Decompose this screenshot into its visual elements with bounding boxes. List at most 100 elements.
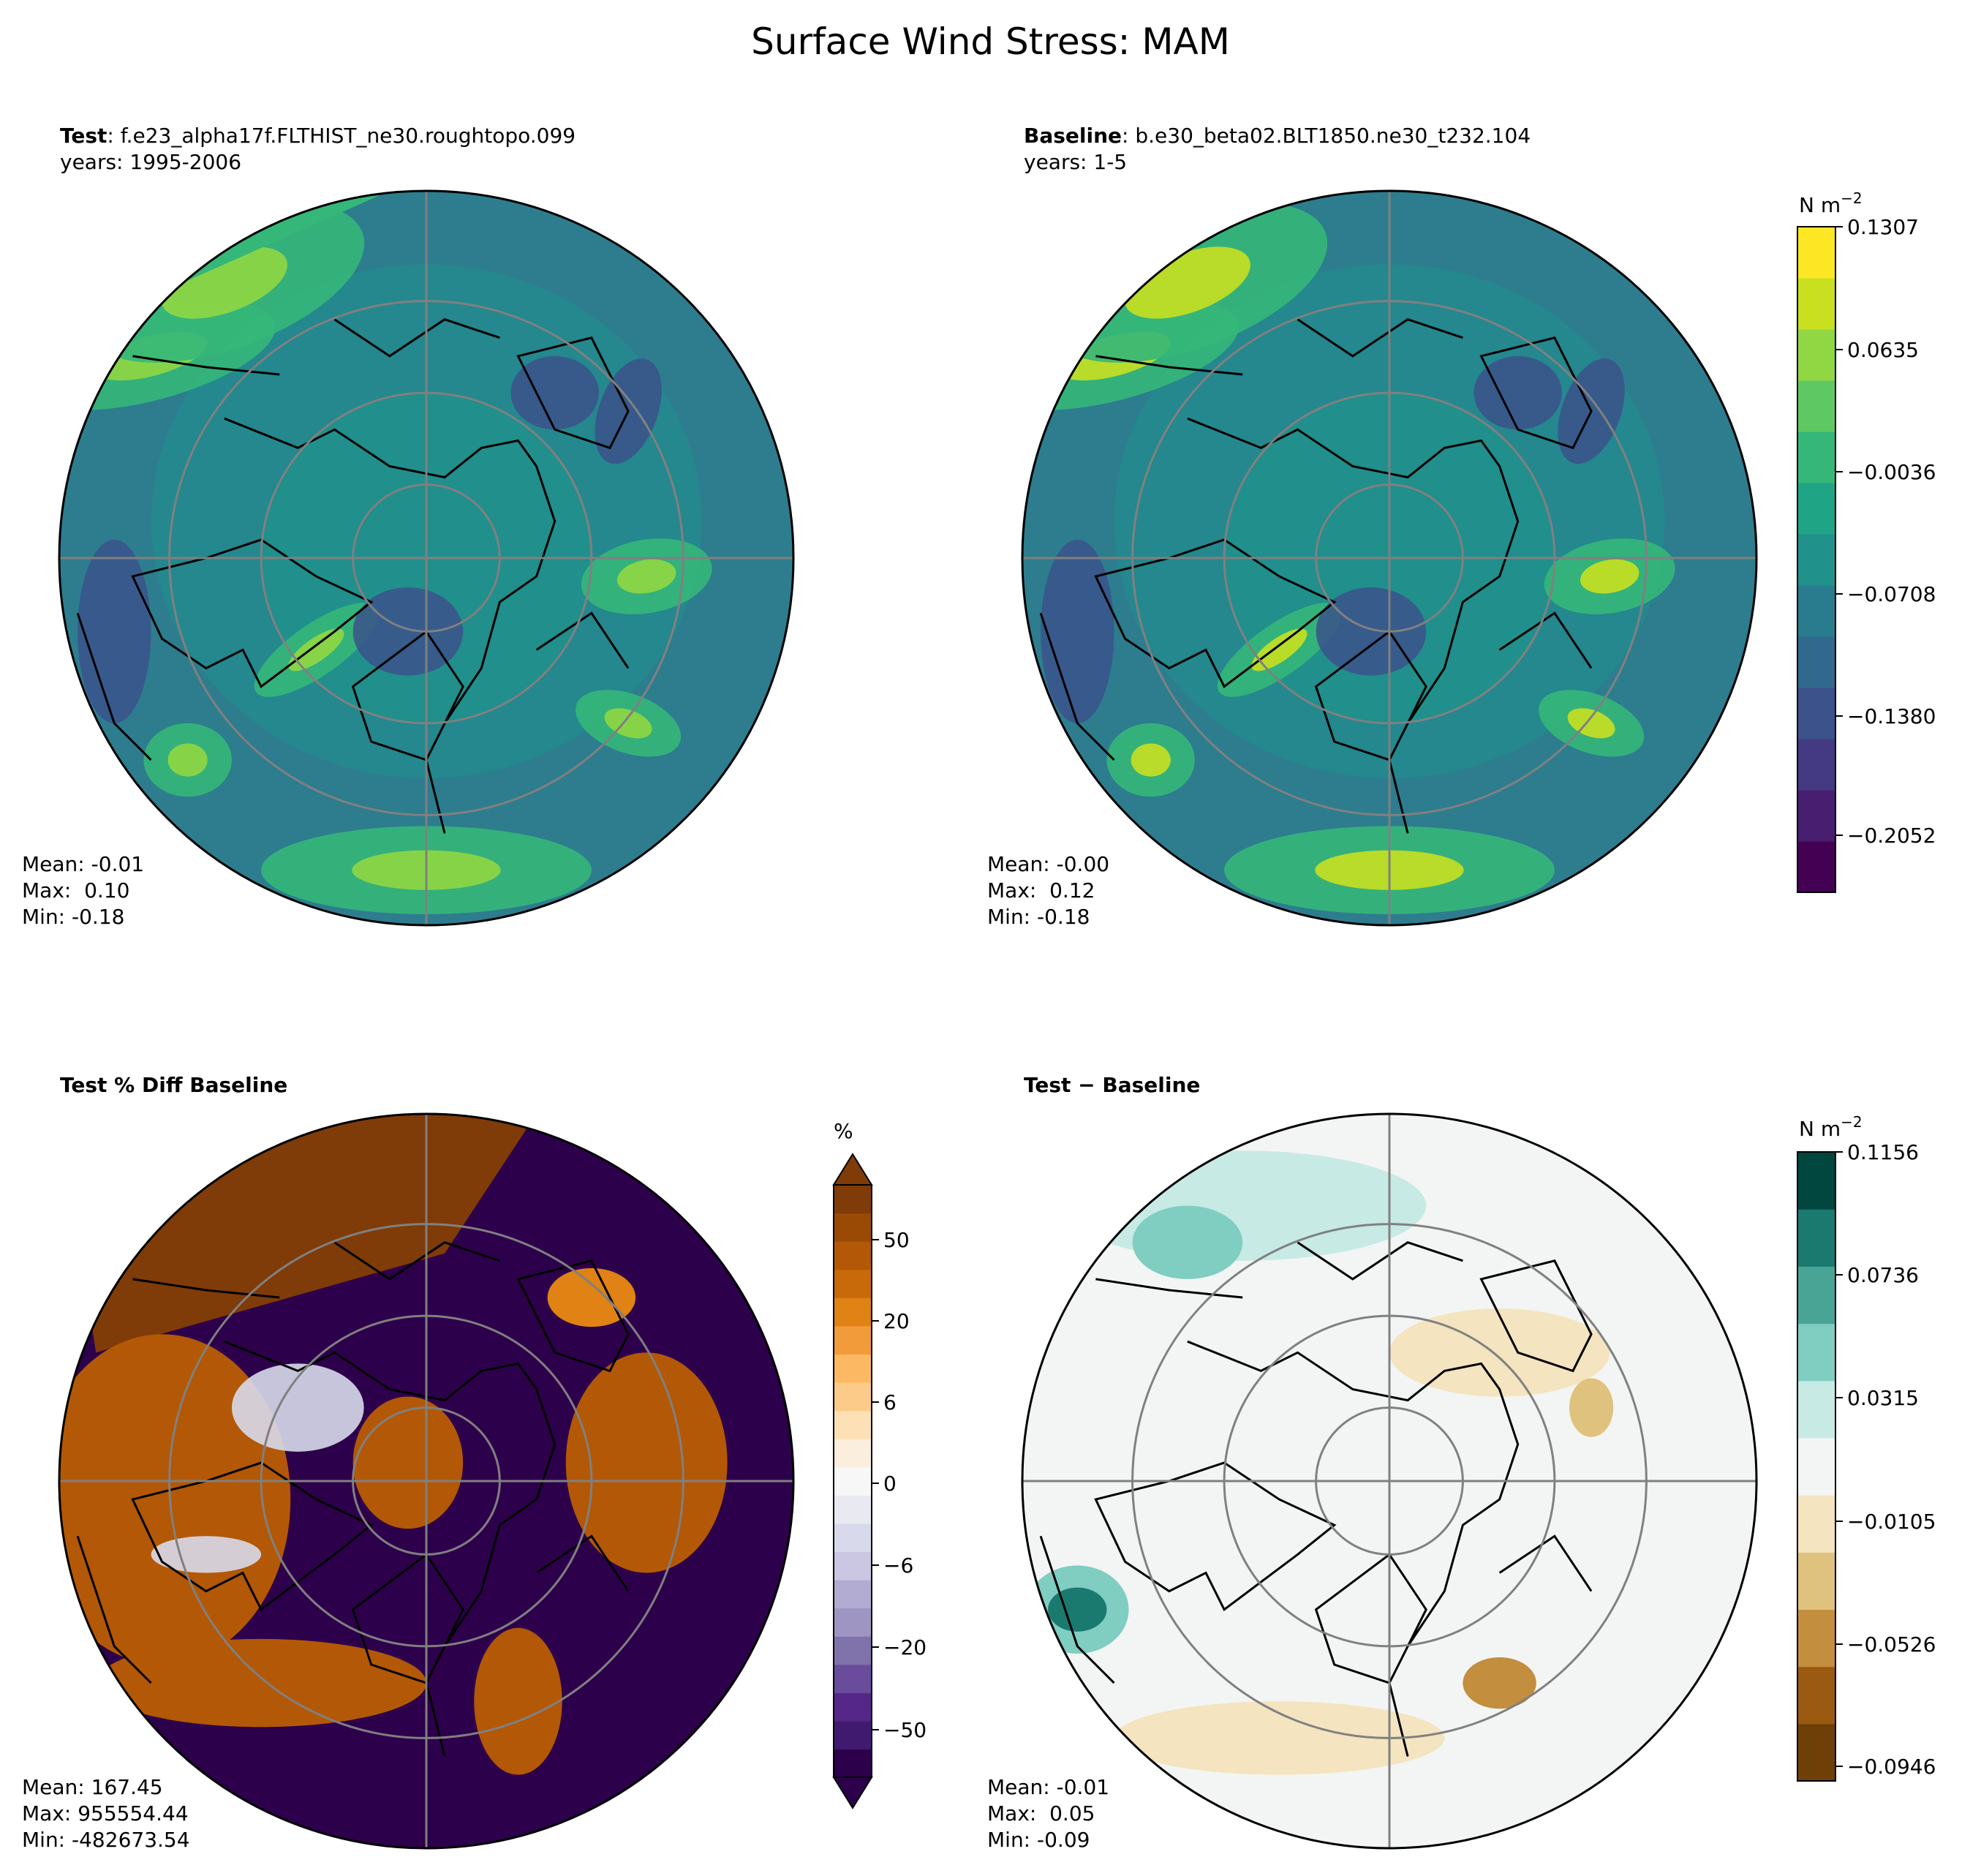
colorbar-extend-max bbox=[832, 1153, 873, 1186]
stats-mean: Mean: -0.01 bbox=[987, 1775, 1110, 1799]
colorbar-segment bbox=[1797, 1152, 1835, 1210]
figure-title: Surface Wind Stress: MAM bbox=[751, 20, 1230, 63]
stats-mean: Mean: -0.01 bbox=[22, 852, 145, 876]
colorbar-segment bbox=[1797, 227, 1835, 279]
panel-title-rest: : b.e30_beta02.BLT1850.ne30_t232.104 bbox=[1122, 124, 1531, 148]
colorbar-segment bbox=[1797, 1437, 1835, 1496]
colorbar-segment bbox=[834, 1551, 872, 1581]
colorbar-segment bbox=[834, 1241, 872, 1270]
colorbar-segment bbox=[1797, 790, 1835, 842]
colorbar-segment bbox=[834, 1636, 872, 1665]
colorbar-tick-label: −0.0708 bbox=[1847, 582, 1936, 606]
panel-title-test: Test: f.e23_alpha17f.FLTHIST_ne30.rought… bbox=[60, 123, 576, 176]
stats-max: Max: 0.10 bbox=[22, 878, 130, 903]
colorbar-frame bbox=[1797, 1151, 1836, 1782]
map-field bbox=[59, 191, 793, 925]
stats-min: Min: -0.18 bbox=[987, 905, 1090, 929]
colorbar-tick-label: −0.2052 bbox=[1847, 824, 1936, 848]
colorbar-segment bbox=[1797, 739, 1835, 791]
colorbar-frame bbox=[1797, 226, 1836, 893]
colorbar-segment bbox=[834, 1325, 872, 1355]
colorbar-segment bbox=[1797, 278, 1835, 330]
colorbar-cb-main: 0.1307 0.0635 −0.0036 −0.0708 −0.1380 −0.2052… bbox=[1797, 189, 1936, 893]
colorbar-tick-label: 0.0736 bbox=[1847, 1263, 1919, 1287]
colorbar-segment bbox=[1797, 1209, 1835, 1267]
colorbar-segment bbox=[1797, 1609, 1835, 1668]
colorbar-segment bbox=[1797, 1666, 1835, 1725]
colorbar-segment bbox=[1797, 483, 1835, 535]
colorbar-tick-label: −0.0946 bbox=[1847, 1755, 1936, 1779]
colorbar-segment bbox=[1797, 1552, 1835, 1611]
colorbar-cb-diff: 0.1156 0.0736 0.0315 −0.0105 −0.0526 −0.0946 N… bbox=[1797, 1113, 1936, 1782]
panel-title-bold: Test − Baseline bbox=[1024, 1073, 1201, 1097]
map-field bbox=[1022, 191, 1757, 925]
panel-subtitle: years: 1-5 bbox=[1024, 150, 1128, 174]
stats-min: Min: -482673.54 bbox=[22, 1828, 190, 1852]
colorbar-segment bbox=[834, 1495, 872, 1524]
panel-title-baseline: Baseline: b.e30_beta02.BLT1850.ne30_t232… bbox=[1024, 123, 1531, 176]
colorbar-segment bbox=[1797, 432, 1835, 483]
colorbar-segment bbox=[834, 1466, 872, 1496]
colorbar-cb-pct: 50 20 6 0 −6 −20 −50% bbox=[832, 1119, 927, 1809]
colorbar-unit: N m−2 bbox=[1799, 1113, 1863, 1141]
stats-diff: Mean: -0.01 Max: 0.05 Min: -0.09 bbox=[987, 1774, 1109, 1853]
stats-mean: Mean: -0.00 bbox=[987, 852, 1110, 876]
colorbar-segment bbox=[1797, 1380, 1835, 1439]
map-boundary bbox=[58, 1112, 795, 1850]
colorbar-segment bbox=[1797, 585, 1835, 637]
colorbar-tick-label: 50 bbox=[883, 1228, 910, 1252]
colorbar-segment bbox=[834, 1382, 872, 1412]
stats-max: Max: 0.05 bbox=[987, 1801, 1095, 1826]
colorbar-segment bbox=[834, 1439, 872, 1468]
colorbar-segment bbox=[1797, 1723, 1835, 1782]
colorbar-segment bbox=[1797, 636, 1835, 688]
colorbar-segment bbox=[834, 1664, 872, 1693]
stats-pctdiff: Mean: 167.45 Max: 955554.44 Min: -482673… bbox=[22, 1774, 190, 1853]
colorbar-tick-label: 0.1307 bbox=[1847, 215, 1919, 239]
colorbar-unit: N m−2 bbox=[1799, 189, 1863, 217]
colorbar-segment bbox=[1797, 534, 1835, 586]
colorbar-segment bbox=[834, 1354, 872, 1383]
map-boundary bbox=[58, 189, 795, 927]
colorbar-segment bbox=[1797, 1495, 1835, 1553]
colorbar-frame bbox=[833, 1184, 872, 1778]
colorbar-tick-label: −6 bbox=[883, 1553, 913, 1578]
colorbar-segment bbox=[1797, 688, 1835, 739]
colorbar-tick-label: 20 bbox=[883, 1309, 910, 1333]
colorbar-segment bbox=[834, 1692, 872, 1722]
colorbar-unit: % bbox=[834, 1119, 853, 1143]
colorbar-tick-label: −20 bbox=[883, 1635, 927, 1660]
map-overlay bbox=[58, 189, 795, 927]
colorbar-tick-label: −50 bbox=[883, 1718, 927, 1742]
map-boundary bbox=[1021, 189, 1758, 927]
map-boundary bbox=[1021, 1112, 1758, 1850]
colorbar-segment bbox=[834, 1297, 872, 1327]
colorbar-segment bbox=[834, 1269, 872, 1298]
colorbar-tick-label: 0.1156 bbox=[1847, 1140, 1919, 1164]
panel-title-bold: Baseline bbox=[1024, 124, 1122, 148]
colorbar-segment bbox=[1797, 1266, 1835, 1325]
colorbar-segment bbox=[1797, 841, 1835, 893]
stats-test: Mean: -0.01 Max: 0.10 Min: -0.18 bbox=[22, 851, 144, 930]
stats-baseline: Mean: -0.00 Max: 0.12 Min: -0.18 bbox=[987, 851, 1109, 930]
colorbar-segment bbox=[834, 1608, 872, 1637]
colorbar-segment bbox=[1797, 1323, 1835, 1382]
colorbar-extend-min bbox=[832, 1777, 873, 1809]
colorbar-segment bbox=[834, 1523, 872, 1553]
panel-title-rest: : f.e23_alpha17f.FLTHIST_ne30.roughtopo.… bbox=[107, 124, 576, 148]
panel-title-pctdiff: Test % Diff Baseline bbox=[60, 1072, 287, 1099]
colorbar-tick-label: −0.0036 bbox=[1847, 460, 1936, 484]
colorbar-segment bbox=[834, 1410, 872, 1439]
colorbar-segment bbox=[834, 1749, 872, 1778]
panel-title-bold: Test % Diff Baseline bbox=[60, 1073, 288, 1097]
stats-mean: Mean: 167.45 bbox=[22, 1775, 163, 1799]
colorbar-tick-label: 0 bbox=[883, 1472, 897, 1496]
panel-subtitle: years: 1995-2006 bbox=[60, 150, 242, 174]
map-overlay bbox=[1021, 1112, 1758, 1850]
stats-max: Max: 0.12 bbox=[987, 878, 1095, 903]
colorbar-tick-label: −0.0526 bbox=[1847, 1632, 1936, 1657]
colorbar-tick-label: −0.1380 bbox=[1847, 704, 1936, 728]
colorbar-segment bbox=[1797, 329, 1835, 381]
colorbar-tick-label: −0.0105 bbox=[1847, 1510, 1936, 1534]
